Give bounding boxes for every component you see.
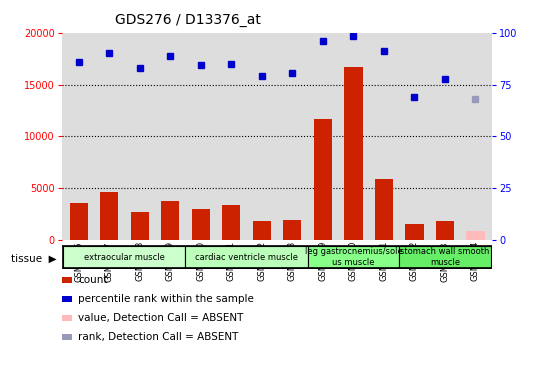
Bar [436,221,454,240]
Bar [69,202,88,240]
FancyBboxPatch shape [63,246,186,268]
Text: leg gastrocnemius/sole
us muscle: leg gastrocnemius/sole us muscle [305,247,402,267]
Text: stomach wall smooth
muscle: stomach wall smooth muscle [400,247,490,267]
Bar [283,220,301,240]
FancyBboxPatch shape [186,246,308,268]
Text: percentile rank within the sample: percentile rank within the sample [78,294,254,304]
Text: rank, Detection Call = ABSENT: rank, Detection Call = ABSENT [78,332,238,342]
Bar [375,179,393,240]
Text: GDS276 / D13376_at: GDS276 / D13376_at [115,13,261,27]
Bar [62,334,72,340]
Bar [466,231,485,240]
Text: value, Detection Call = ABSENT: value, Detection Call = ABSENT [78,313,243,323]
Bar [314,119,332,240]
Bar [253,221,271,240]
Bar [62,315,72,321]
Text: count: count [78,275,108,285]
Bar [222,205,240,240]
Bar [344,67,363,240]
Text: cardiac ventricle muscle: cardiac ventricle muscle [195,253,298,262]
Text: tissue  ▶: tissue ▶ [11,254,56,264]
FancyBboxPatch shape [399,246,491,268]
Bar [405,224,423,240]
Bar [62,277,72,283]
Text: extraocular muscle: extraocular muscle [84,253,165,262]
Bar [62,296,72,302]
Bar [161,201,179,240]
Bar [100,192,118,240]
Bar [192,209,210,240]
Bar [131,212,149,240]
FancyBboxPatch shape [308,246,399,268]
